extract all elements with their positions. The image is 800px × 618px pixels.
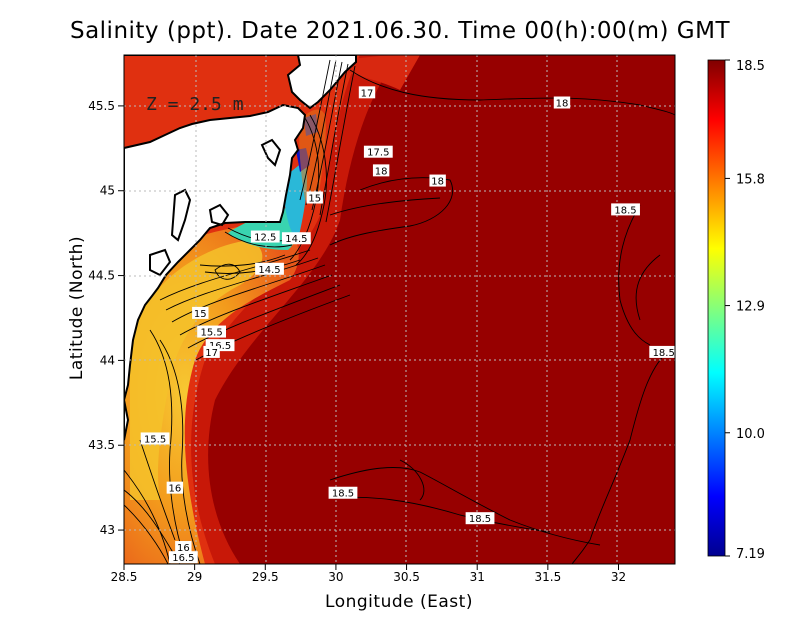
contour-label-box [140, 432, 170, 445]
contour-label: 16.5 [209, 341, 231, 352]
contour-label: 14.5 [285, 234, 307, 245]
contour-label-box [166, 481, 184, 494]
x-axis-label: Longitude (East) [325, 592, 473, 612]
contour-label: 16 [168, 484, 181, 495]
colorbar-tick-label: 18.5 [736, 59, 765, 74]
x-tick-label: 31 [470, 570, 485, 584]
y-axis-label: Latitude (North) [67, 236, 87, 380]
colorbar-tick-label: 15.8 [736, 172, 765, 187]
x-tick-label: 28.5 [111, 570, 138, 584]
contour-label-box [649, 345, 675, 358]
x-tick-label: 31.5 [534, 570, 561, 584]
x-tick-label: 30 [328, 570, 343, 584]
contour-label-box [255, 262, 284, 275]
colorbar-ticks: 18.5 15.8 12.9 10.0 7.19 [725, 59, 765, 562]
contour-label-box [197, 325, 226, 338]
contour-label-box [203, 345, 220, 358]
contour-label: 15.5 [144, 434, 166, 445]
contour-label-box [358, 86, 376, 99]
x-tick-label: 29 [187, 570, 202, 584]
contour-label-box [553, 96, 571, 109]
contour-label: 18 [375, 166, 388, 177]
contour-label: 12.5 [254, 233, 276, 244]
y-tick-label: 45.5 [88, 99, 115, 113]
contour-label: 18.5 [332, 489, 354, 500]
contour-label: 17 [205, 348, 218, 359]
contour-label: 18 [431, 177, 444, 188]
y-tick-label: 44 [100, 353, 115, 367]
contour-label: 18 [556, 99, 569, 110]
x-tick-label: 30.5 [393, 570, 420, 584]
contour-label-box [175, 541, 192, 554]
contour-label-box [192, 306, 209, 319]
contour-label-box [168, 551, 198, 564]
contour-label-box [281, 232, 311, 245]
depth-label: Z = 2.5 m [146, 94, 244, 115]
contour-label: 18.5 [653, 348, 675, 359]
contour-label: 17.5 [367, 148, 389, 159]
contour-label-box [306, 191, 323, 204]
contour-label: 16 [177, 543, 190, 554]
colorbar-tick-label: 7.19 [736, 547, 765, 562]
y-axis: 43 43.5 44 44.5 45 45.5 [88, 99, 124, 537]
contour-label: 15 [194, 309, 207, 320]
contour-label: 14.5 [258, 265, 280, 276]
contour-label-box [611, 203, 640, 216]
contour-label: 15 [308, 194, 321, 205]
plot-frame [123, 54, 676, 565]
contour-label-box [372, 164, 390, 177]
salinity-field: 17 18 17.5 18 18 15 18.5 12.5 14.5 14.5 15 15.5 16.5… [124, 55, 675, 564]
chart-title: Salinity (ppt). Date 2021.06.30. Time 00… [69, 18, 731, 44]
contour-label: 18.5 [614, 205, 636, 216]
colorbar-tick-label: 12.9 [736, 300, 765, 315]
contour-label-box [429, 174, 446, 187]
contour-label-box [328, 486, 358, 499]
contour-label-box [363, 145, 393, 158]
y-tick-label: 43 [100, 523, 115, 537]
contour-label: 15.5 [200, 328, 222, 339]
y-tick-label: 44.5 [88, 269, 115, 283]
y-tick-label: 43.5 [88, 438, 115, 452]
contour-label: 18.5 [469, 514, 491, 525]
x-tick-label: 32 [611, 570, 626, 584]
x-axis: 28.5 29 29.5 30 30.5 31 31.5 32 [111, 564, 626, 584]
y-tick-label: 45 [100, 184, 115, 198]
colorbar [707, 59, 726, 557]
x-tick-label: 29.5 [252, 570, 279, 584]
contour-label: 17 [361, 88, 374, 99]
colorbar-tick-label: 10.0 [736, 427, 765, 442]
contour-label-box [465, 512, 495, 525]
contour-label-box [250, 230, 280, 243]
contour-label: 16.5 [172, 553, 194, 564]
